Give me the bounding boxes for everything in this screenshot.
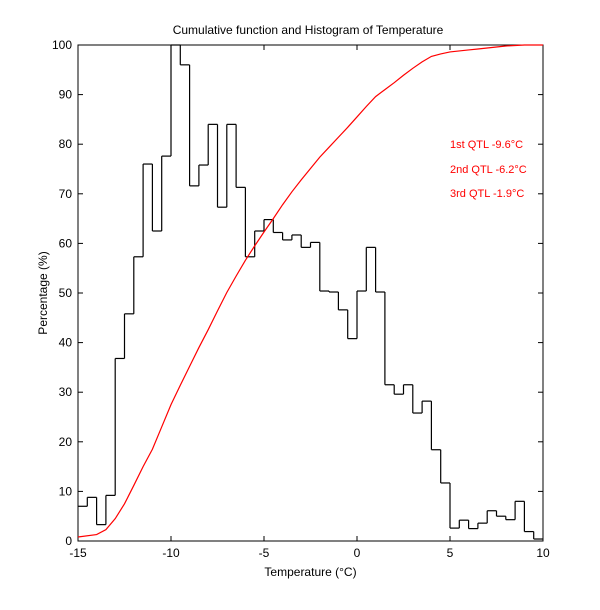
plot-area bbox=[77, 44, 544, 542]
y-tick-label: 50 bbox=[59, 286, 73, 300]
y-tick-label: 0 bbox=[65, 534, 72, 548]
y-tick-label: 30 bbox=[59, 385, 73, 399]
x-tick-label: 10 bbox=[536, 546, 550, 560]
x-tick-label: -15 bbox=[69, 546, 87, 560]
y-tick-label: 70 bbox=[59, 187, 73, 201]
y-tick-label: 90 bbox=[59, 88, 73, 102]
y-tick-label: 60 bbox=[59, 236, 73, 250]
x-tick-label: -5 bbox=[259, 546, 270, 560]
chart-title: Cumulative function and Histogram of Tem… bbox=[173, 23, 444, 37]
x-axis-title: Temperature (°C) bbox=[264, 565, 356, 579]
annotation-q2: 2nd QTL -6.2°C bbox=[450, 164, 527, 176]
cumulative-line bbox=[77, 44, 543, 538]
annotation-q3: 3rd QTL -1.9°C bbox=[450, 188, 524, 200]
x-tick-label: -10 bbox=[162, 546, 180, 560]
y-tick-label: 10 bbox=[59, 484, 73, 498]
x-tick-label: 0 bbox=[354, 546, 361, 560]
y-tick-label: 20 bbox=[59, 435, 73, 449]
y-tick-label: 80 bbox=[59, 137, 73, 151]
y-tick-label: 100 bbox=[52, 38, 72, 52]
y-tick-label: 40 bbox=[59, 336, 73, 350]
annotation-q1: 1st QTL -9.6°C bbox=[450, 139, 523, 151]
y-axis-title: Percentage (%) bbox=[36, 251, 50, 334]
x-tick-label: 5 bbox=[447, 546, 454, 560]
